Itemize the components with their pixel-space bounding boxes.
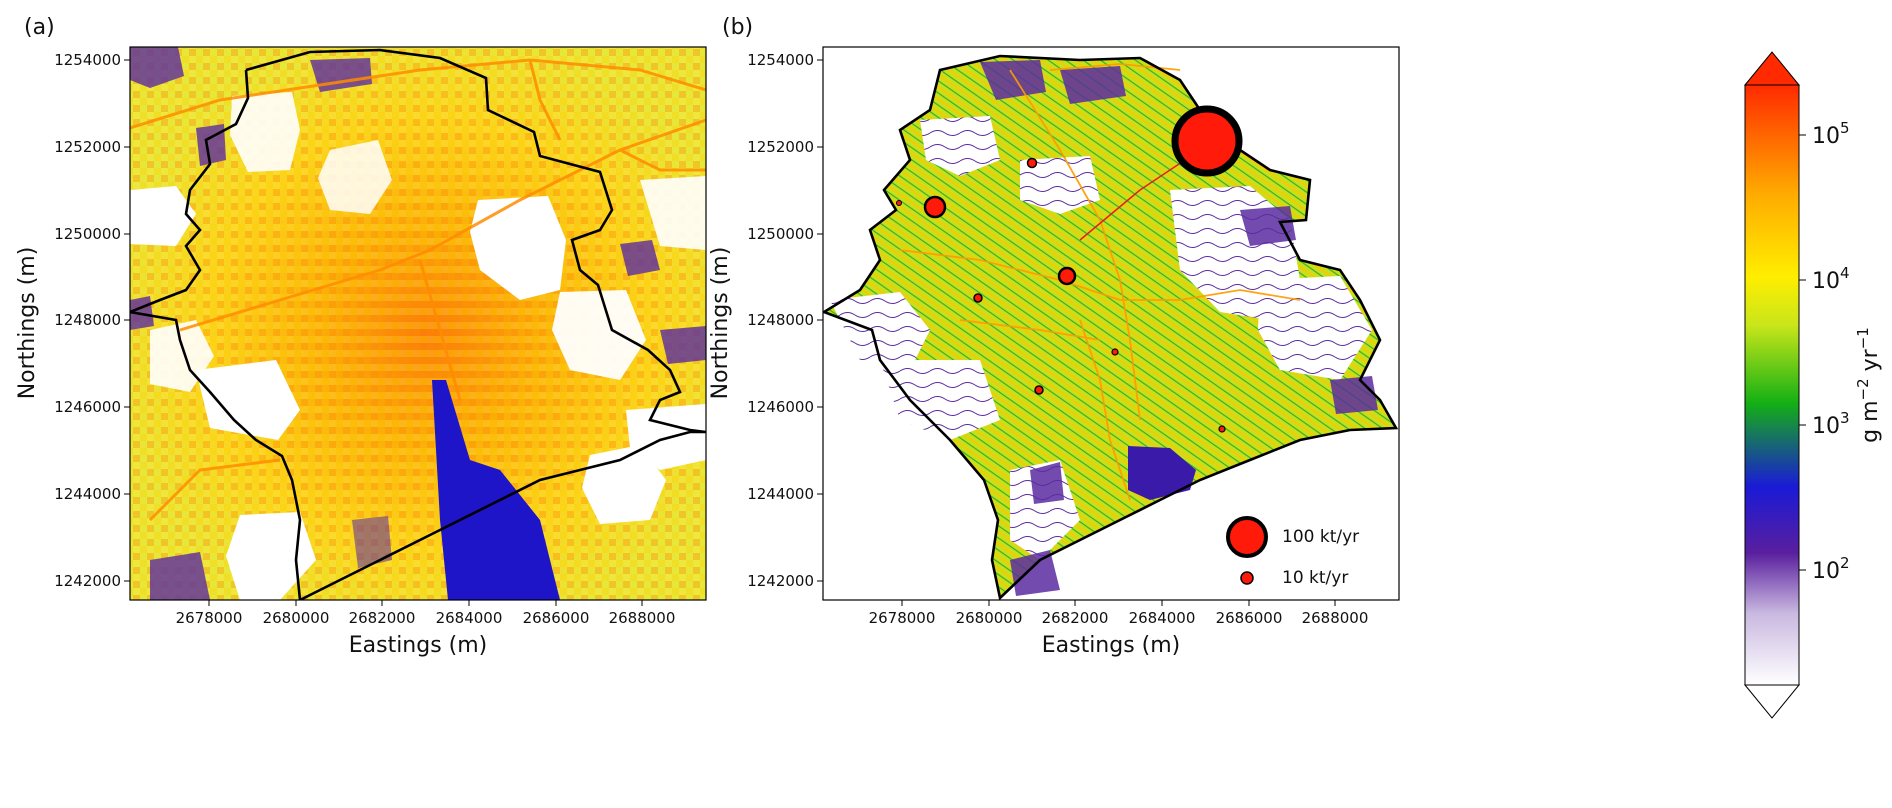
xtick-label: 2686000 <box>1216 609 1283 627</box>
xtick-label: 2680000 <box>956 609 1023 627</box>
panel-a-label: (a) <box>24 15 55 40</box>
panel-a-ylabel: Northings (m) <box>15 247 40 400</box>
legend-label: 100 kt/yr <box>1282 527 1359 547</box>
ytick-label: 1246000 <box>54 398 121 416</box>
ytick-label: 1254000 <box>54 51 121 69</box>
point-source <box>923 195 947 219</box>
city-boundary <box>130 48 706 600</box>
colorbar: 105 104 103 102 g m−2 yr−1 <box>1743 51 1883 719</box>
lake-b <box>1128 446 1196 500</box>
panel-b-frame <box>822 46 1400 601</box>
road-network-b <box>899 63 1301 501</box>
low-emission-areas <box>130 92 706 600</box>
forest-areas-b <box>980 60 1378 596</box>
road-network <box>130 58 706 522</box>
legend-label: 10 kt/yr <box>1282 568 1348 588</box>
colorbar-bar <box>1744 84 1800 686</box>
panel-b-xlabel: Eastings (m) <box>1042 633 1181 658</box>
point-source <box>1218 425 1226 433</box>
point-source <box>896 200 902 206</box>
ytick-label: 1242000 <box>747 572 814 590</box>
ytick-label: 1248000 <box>747 311 814 329</box>
size-legend: 100 kt/yr 10 kt/yr <box>1226 516 1359 588</box>
colorbar-tick: 102 <box>1812 554 1850 584</box>
xtick-label: 2680000 <box>263 609 330 627</box>
panel-b-xaxis: 2678000 2680000 2682000 2684000 2686000 … <box>869 600 1369 627</box>
panel-b-label: (b) <box>722 15 753 40</box>
ytick-label: 1246000 <box>747 398 814 416</box>
panel-b-map: 100 kt/yr 10 kt/yr <box>823 47 1399 600</box>
ytick-label: 1250000 <box>54 225 121 243</box>
panel-a: (a) <box>15 15 707 658</box>
point-sources <box>896 105 1243 433</box>
ytick-label: 1242000 <box>54 572 121 590</box>
ytick-label: 1244000 <box>54 485 121 503</box>
panel-b-ylabel: Northings (m) <box>708 247 733 400</box>
ytick-label: 1248000 <box>54 311 121 329</box>
panel-a-map <box>130 47 706 600</box>
colorbar-label: g m−2 yr−1 <box>1854 327 1883 443</box>
point-source <box>1057 266 1077 286</box>
city-boundary-b <box>823 54 1399 600</box>
legend-marker-large <box>1226 516 1268 558</box>
legend-marker-small <box>1240 571 1254 585</box>
colorbar-tick: 104 <box>1812 264 1850 294</box>
xtick-label: 2678000 <box>869 609 936 627</box>
xtick-label: 2682000 <box>349 609 416 627</box>
panel-a-xlabel: Eastings (m) <box>349 633 488 658</box>
colorbar-extend-max <box>1743 51 1801 86</box>
point-source <box>1111 348 1119 356</box>
point-source <box>973 293 983 303</box>
ytick-label: 1252000 <box>54 138 121 156</box>
xtick-label: 2678000 <box>176 609 243 627</box>
point-source-large <box>1171 105 1243 177</box>
xtick-label: 2688000 <box>1302 609 1369 627</box>
xtick-label: 2686000 <box>523 609 590 627</box>
ytick-label: 1250000 <box>747 225 814 243</box>
lake <box>432 380 560 600</box>
colorbar-extend-min <box>1743 684 1801 719</box>
xtick-label: 2688000 <box>609 609 676 627</box>
panel-b-yaxis: 1254000 1252000 1250000 1248000 1246000 … <box>747 51 823 590</box>
point-source <box>1034 385 1044 395</box>
panel-a-yaxis: 1254000 1252000 1250000 1248000 1246000 … <box>54 51 130 590</box>
ytick-label: 1252000 <box>747 138 814 156</box>
xtick-label: 2684000 <box>436 609 503 627</box>
panel-a-frame <box>129 46 707 601</box>
xtick-label: 2682000 <box>1042 609 1109 627</box>
ytick-label: 1254000 <box>747 51 814 69</box>
colorbar-tick: 105 <box>1812 119 1850 149</box>
panel-b: (b) <box>708 15 1400 658</box>
colorbar-tick: 103 <box>1812 409 1850 439</box>
colorbar-ticks: 105 104 103 102 <box>1799 119 1850 584</box>
xtick-label: 2684000 <box>1129 609 1196 627</box>
ytick-label: 1244000 <box>747 485 814 503</box>
point-source <box>1026 157 1038 169</box>
panel-a-xaxis: 2678000 2680000 2682000 2684000 2686000 … <box>176 600 676 627</box>
